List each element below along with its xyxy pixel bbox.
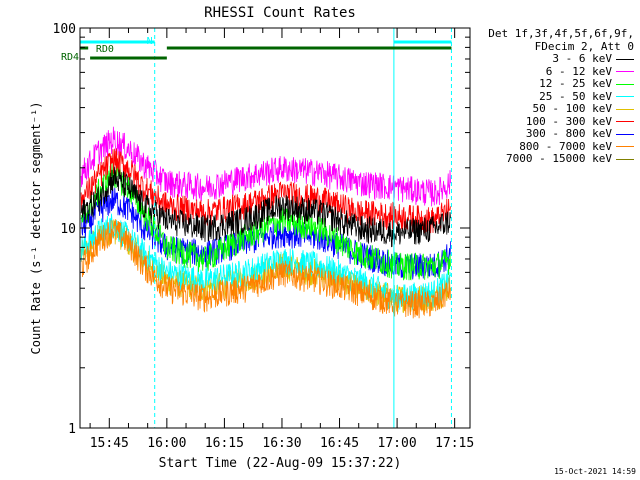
legend-item: 3 - 6 keV	[478, 52, 634, 66]
x-tick-label: 16:30	[262, 436, 301, 451]
legend-item: 12 - 25 keV	[478, 77, 634, 91]
state-label-rd4: RD4	[61, 52, 79, 63]
x-tick-label: 17:15	[435, 436, 474, 451]
legend-header-line-1: Det 1f,3f,4f,5f,6f,9f,	[488, 27, 634, 40]
legend-item-label: 50 - 100 keV	[532, 102, 612, 115]
x-axis-label: Start Time (22-Aug-09 15:37:22)	[159, 456, 402, 471]
legend-item: 6 - 12 keV	[478, 64, 634, 79]
x-tick-label: 16:15	[205, 436, 244, 451]
legend-item-label: 800 - 7000 keV	[519, 139, 612, 153]
legend-swatch	[616, 58, 634, 60]
legend-header-line-2: FDecim 2, Att 0	[534, 39, 634, 53]
legend-item: 300 - 800 keV	[478, 127, 634, 141]
legend-item-label: 100 - 300 keV	[525, 114, 612, 128]
axes: 1 10 100 15:45 16:00 16:15 16:30 16:45 17:00 17:1…	[53, 22, 475, 451]
state-label-rd0: RD0	[96, 44, 114, 55]
legend-swatch	[616, 108, 634, 110]
x-tick-label: 16:45	[320, 436, 359, 451]
y-axis-label: Count Rate (s⁻¹ detector segment⁻¹)	[29, 102, 43, 355]
legend: Det 1f,3f,4f,5f,6f,9f, FDecim 2, Att 0 3…	[478, 27, 634, 166]
series-3-6-kev-line	[80, 166, 451, 248]
x-tick-label: 16:00	[147, 436, 186, 451]
generation-timestamp: 15-Oct-2021 14:59	[554, 467, 636, 476]
legend-swatch	[616, 121, 634, 123]
legend-item: 50 - 100 keV	[478, 102, 634, 116]
legend-item-label: 25 - 50 keV	[539, 89, 612, 103]
legend-item-label: 6 - 12 keV	[545, 64, 612, 78]
legend-swatch	[616, 96, 634, 98]
series-100-300-kev-line	[80, 148, 451, 234]
y-tick-label: 10	[60, 222, 76, 237]
legend-swatch	[616, 71, 634, 73]
plot-area: N RD0 RD4	[61, 28, 452, 428]
legend-swatch	[616, 133, 634, 135]
series-800-7000-kev-line	[80, 219, 451, 319]
legend-item: 7000 - 15000 keV	[478, 152, 634, 166]
legend-swatch	[616, 146, 634, 148]
legend-swatch	[616, 158, 634, 160]
x-tick-label: 15:45	[90, 436, 129, 451]
state-label-n: N	[147, 36, 153, 47]
legend-item: 25 - 50 keV	[478, 89, 634, 104]
y-tick-label: 1	[68, 422, 76, 437]
legend-item-label: 3 - 6 keV	[552, 52, 612, 65]
legend-item: 800 - 7000 keV	[478, 139, 634, 154]
legend-swatch	[616, 83, 634, 85]
series-6-12-kev-line	[80, 126, 451, 207]
legend-item-label: 12 - 25 keV	[539, 77, 612, 90]
y-tick-label: 100	[53, 22, 76, 37]
legend-item: 100 - 300 keV	[478, 114, 634, 129]
chart-title: RHESSI Count Rates	[204, 5, 356, 21]
legend-item-label: 7000 - 15000 keV	[506, 152, 612, 165]
legend-item-label: 300 - 800 keV	[525, 127, 612, 140]
x-tick-label: 17:00	[378, 436, 417, 451]
